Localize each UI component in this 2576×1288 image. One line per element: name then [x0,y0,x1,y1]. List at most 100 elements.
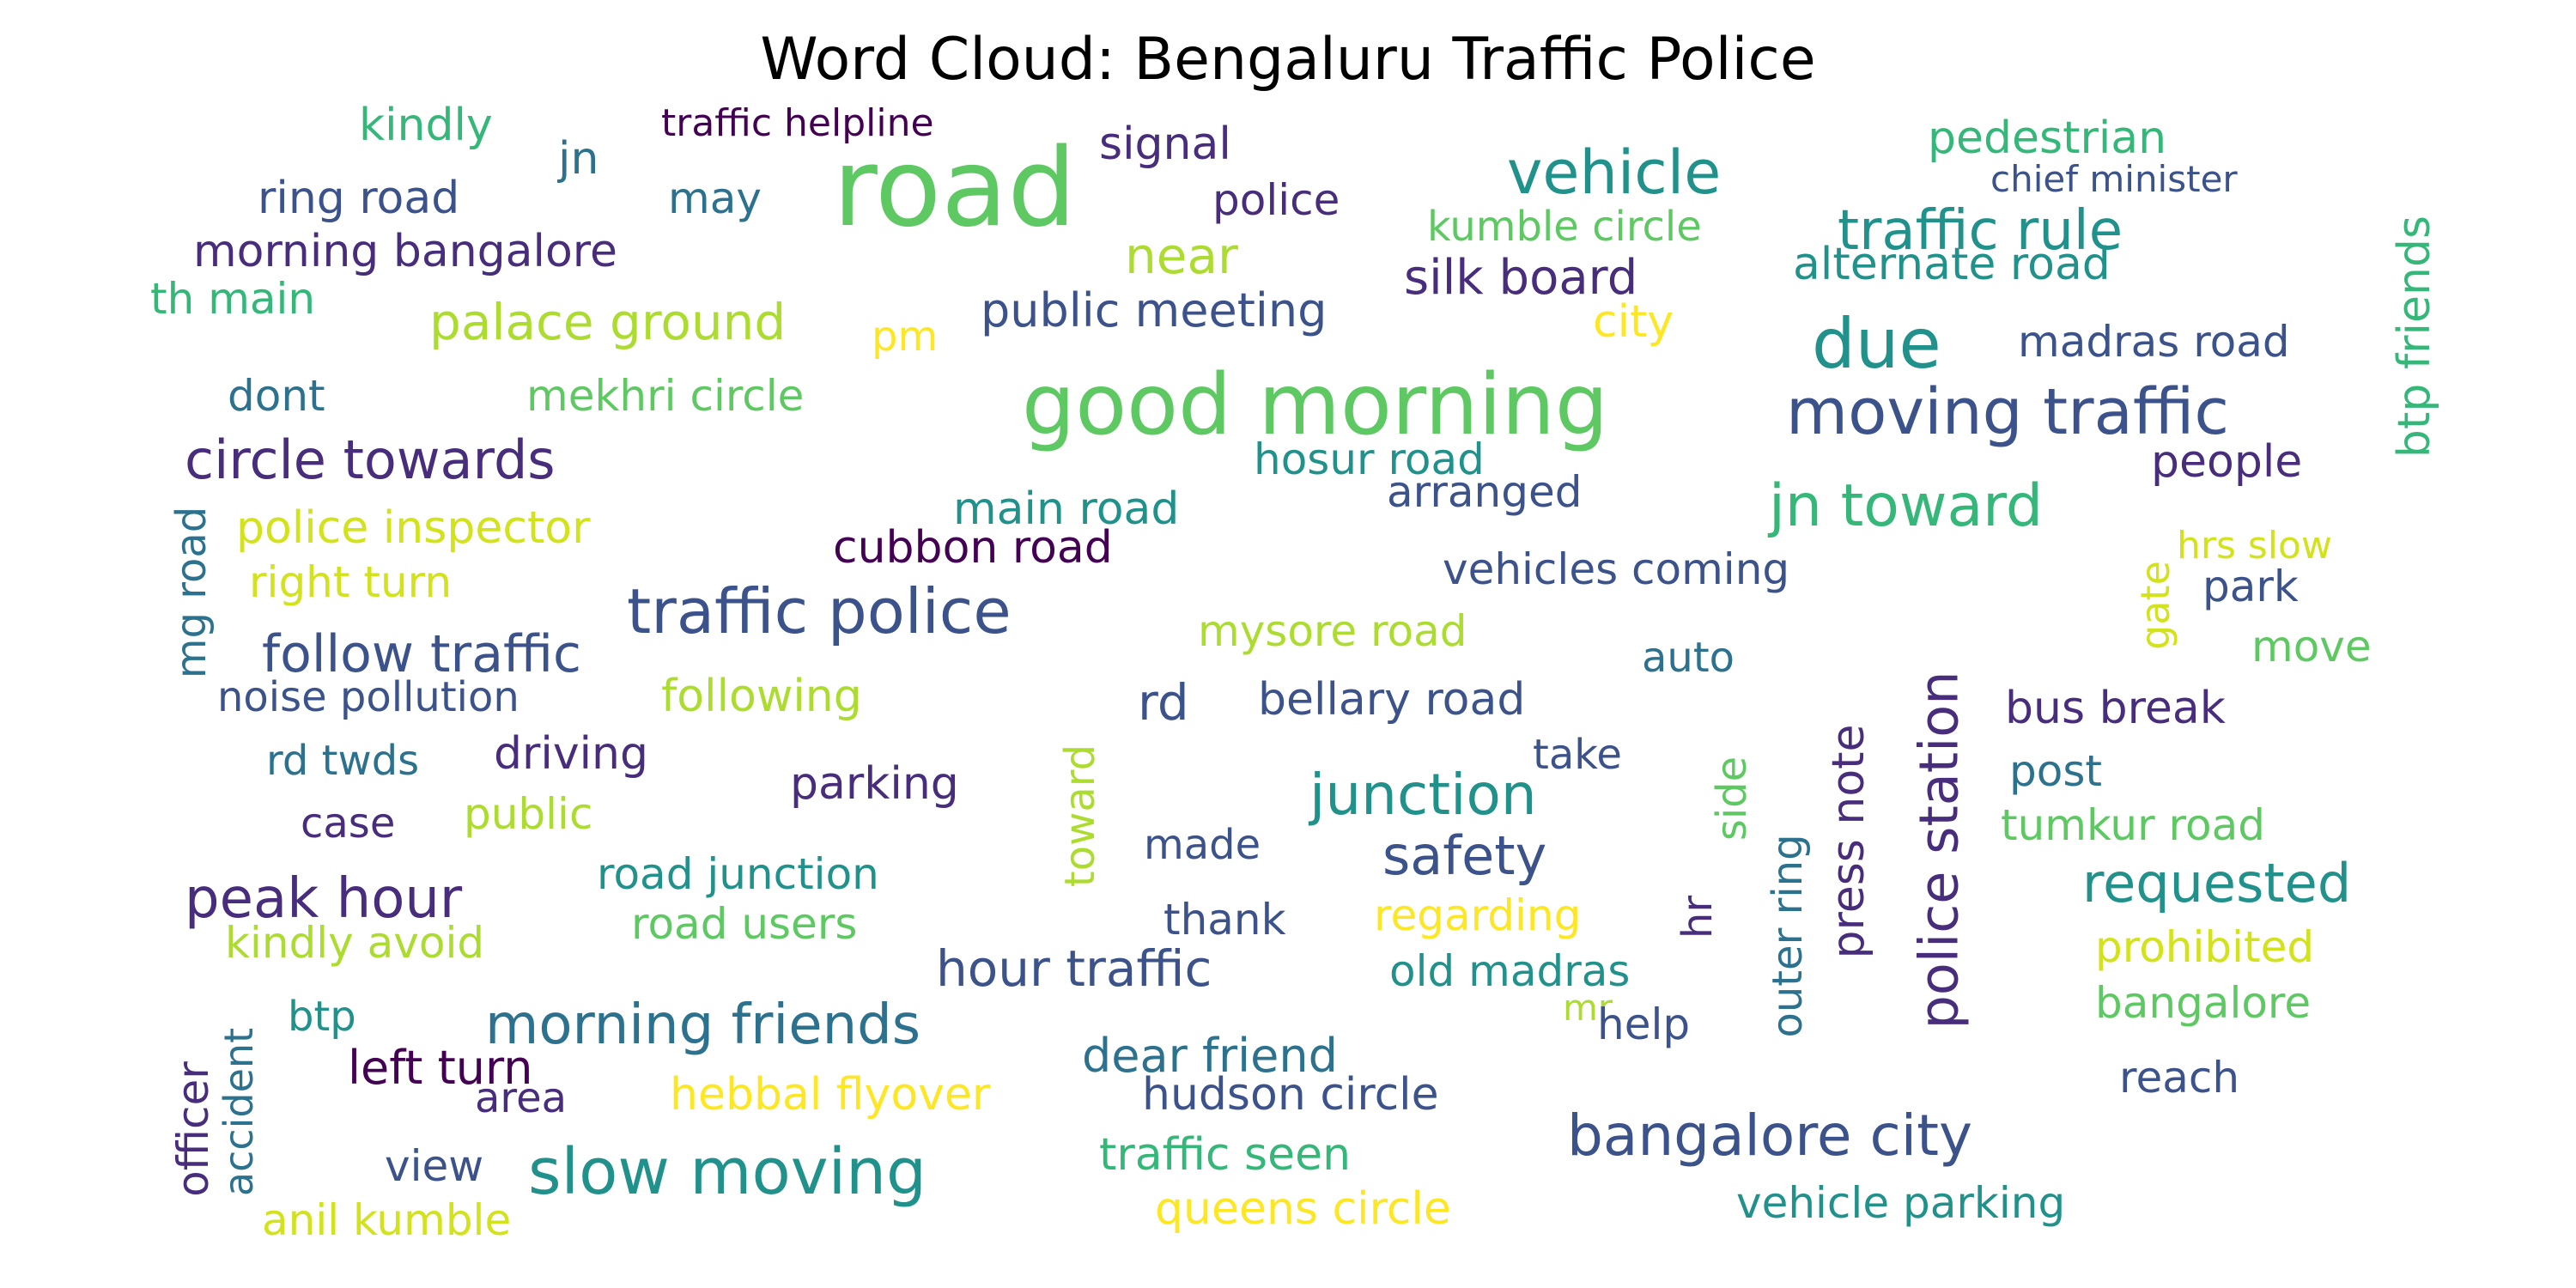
word-circle-towards: circle towards [185,428,556,491]
word-bangalore: bangalore [2095,978,2311,1028]
word-arranged: arranged [1387,467,1582,517]
word-jn-toward: jn toward [1767,472,2043,540]
word-auto: auto [1642,634,1735,682]
word-road: road [833,125,1076,251]
word-moving-traffic: moving traffic [1786,375,2229,449]
word-traffic-police: traffic police [627,575,1012,647]
word-kindly-avoid: kindly avoid [225,918,484,968]
word-pm: pm [872,313,938,361]
word-safety: safety [1382,824,1546,887]
word-people: people [2151,436,2302,488]
word-rd-twds: rd twds [266,737,419,785]
word-area: area [475,1074,567,1122]
word-traffic-helpline: traffic helpline [661,101,934,145]
word-right-turn: right turn [249,557,452,607]
word-police-station: police station [1908,671,1971,1029]
word-post: post [2009,746,2102,796]
word-madras-road: madras road [2018,317,2290,367]
word-hudson-circle: hudson circle [1142,1069,1439,1121]
word-view: view [385,1141,483,1191]
word-toward: toward [1056,744,1104,887]
word-pedestrian: pedestrian [1928,112,2166,164]
word-dont: dont [228,371,325,421]
word-city: city [1593,296,1674,348]
word-alternate-road: alternate road [1793,239,2111,290]
word-kindly: kindly [359,100,493,151]
word-public: public [464,789,592,839]
word-vehicle: vehicle [1507,137,1721,208]
word-move: move [2251,622,2372,671]
word-may: may [668,173,762,223]
word-old-madras: old madras [1389,946,1630,996]
word-good-morning: good morning [1022,356,1608,454]
word-rd: rd [1138,673,1189,732]
word-police: police [1212,175,1340,225]
word-side: side [1708,756,1756,841]
word-hosur-road: hosur road [1254,434,1485,484]
word-outer-ring: outer ring [1764,834,1812,1037]
word-made: made [1144,821,1261,869]
word-requested: requested [2082,852,2351,914]
word-bus-break: bus break [2005,683,2226,734]
word-case: case [301,799,395,848]
word-prohibited: prohibited [2095,922,2314,972]
word-main-road: main road [953,483,1179,535]
word-press-note: press note [1823,724,1874,958]
word-chief-minister: chief minister [1990,158,2238,200]
word-near: near [1125,227,1238,285]
word-vehicle-parking: vehicle parking [1736,1178,2065,1228]
word-silk-board: silk board [1404,250,1637,306]
word-accident: accident [216,1028,262,1196]
word-following: following [661,671,862,722]
word-help: help [1597,999,1690,1049]
word-th-main: th main [150,274,315,324]
chart-title: Word Cloud: Bengaluru Traffic Police [760,26,1816,94]
word-jn: jn [557,133,598,185]
word-queens-circle: queens circle [1155,1183,1451,1235]
word-parking: parking [790,758,959,810]
word-left-turn: left turn [348,1041,533,1095]
word-reach: reach [2119,1053,2239,1103]
word-morning-bangalore: morning bangalore [193,226,617,277]
word-mysore-road: mysore road [1198,606,1467,656]
word-junction: junction [1308,762,1537,828]
word-mr: mr [1563,987,1613,1029]
word-dear-friend: dear friend [1082,1029,1338,1083]
word-noise-pollution: noise pollution [217,673,519,721]
word-anil-kumble: anil kumble [262,1195,511,1245]
word-mekhri-circle: mekhri circle [526,371,804,421]
word-btp: btp [288,993,356,1041]
word-bellary-road: bellary road [1258,674,1525,726]
word-bangalore-city: bangalore city [1567,1103,1972,1169]
word-driving: driving [494,728,648,780]
word-tumkur-road: tumkur road [2001,800,2265,850]
word-regarding: regarding [1374,890,1581,940]
word-palace-ground: palace ground [429,293,786,351]
word-gate: gate [2132,561,2178,650]
word-park: park [2202,562,2299,611]
word-slow-moving: slow moving [528,1135,927,1209]
word-mg-road: mg road [167,507,216,678]
word-hebbal-flyover: hebbal flyover [670,1069,991,1121]
word-traffic-rule: traffic rule [1838,199,2123,263]
word-morning-friends: morning friends [485,993,920,1057]
word-kumble-circle: kumble circle [1427,203,1702,251]
word-cubbon-road: cubbon road [833,522,1113,574]
word-road-users: road users [631,899,857,949]
word-traffic-seen: traffic seen [1099,1129,1351,1181]
word-road-junction: road junction [597,849,879,899]
word-public-meeting: public meeting [981,283,1327,337]
word-ring-road: ring road [258,173,459,224]
word-follow-traffic: follow traffic [262,624,581,684]
word-due: due [1812,304,1941,384]
word-officer: officer [168,1061,218,1197]
word-btp-friends: btp friends [2389,216,2440,458]
word-signal: signal [1099,118,1231,170]
word-hr: hr [1674,896,1722,939]
word-hrs-slow: hrs slow [2177,524,2332,568]
word-peak-hour: peak hour [185,867,463,931]
word-take: take [1533,731,1622,779]
word-hour-traffic: hour traffic [936,939,1212,998]
word-police-inspector: police inspector [236,502,591,554]
